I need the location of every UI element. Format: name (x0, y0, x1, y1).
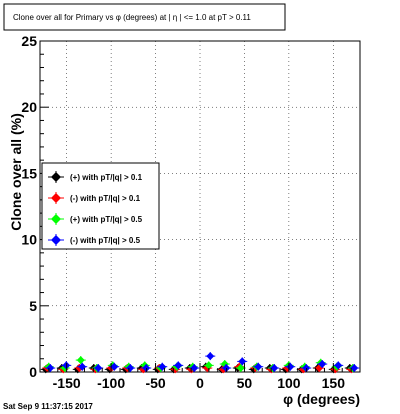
x-tick-label: -100 (97, 375, 125, 391)
x-tick-label: -150 (53, 375, 81, 391)
axis-ticks: -150 -100 -50 0 50 100 150 0 5 10 15 20 25 (21, 33, 352, 391)
data-point (76, 356, 85, 365)
x-tick-label: 150 (322, 375, 346, 391)
legend-marker (51, 235, 61, 245)
data-point (46, 364, 55, 373)
timestamp: Sat Sep 9 11:37:15 2017 (3, 402, 93, 411)
x-tick-label: 100 (277, 375, 301, 391)
data-point (286, 362, 295, 371)
y-tick-label: 0 (29, 364, 37, 380)
data-point (110, 362, 119, 371)
y-tick-label: 5 (29, 298, 37, 314)
data-point (206, 352, 215, 361)
data-point (318, 360, 327, 369)
legend-label: (-) with pT/|q| > 0.5 (70, 236, 141, 245)
data-point (204, 361, 213, 370)
y-tick-label: 20 (21, 99, 37, 115)
data-point (126, 364, 135, 373)
x-tick-label: 50 (237, 375, 253, 391)
data-point (270, 364, 279, 373)
legend-marker (51, 172, 61, 182)
data-point (236, 364, 245, 373)
data-point (254, 362, 263, 371)
title-box: Clone over all for Primary vs φ (degrees… (3, 3, 286, 31)
y-tick-label: 15 (21, 165, 37, 181)
data-point (94, 364, 103, 373)
y-tick-label: 10 (21, 232, 37, 248)
chart-title: Clone over all for Primary vs φ (degrees… (13, 13, 251, 22)
x-axis-title: φ (degrees) (283, 391, 360, 407)
data-point (174, 361, 183, 370)
legend: (+) with pT/|q| > 0.1 (-) with pT/|q| > 0… (41, 162, 160, 250)
legend-marker (51, 214, 61, 224)
legend-label: (+) with pT/|q| > 0.5 (70, 215, 143, 224)
y-tick-label: 25 (21, 33, 37, 49)
y-axis-title: Clone over all (%) (8, 113, 24, 230)
data-point (334, 361, 343, 370)
x-tick-label: -50 (145, 375, 165, 391)
legend-label: (-) with pT/|q| > 0.1 (70, 194, 141, 203)
legend-label: (+) with pT/|q| > 0.1 (70, 173, 143, 182)
legend-marker (51, 193, 61, 203)
data-point (190, 364, 199, 373)
data-point (350, 364, 359, 373)
x-tick-label: 0 (196, 375, 204, 391)
